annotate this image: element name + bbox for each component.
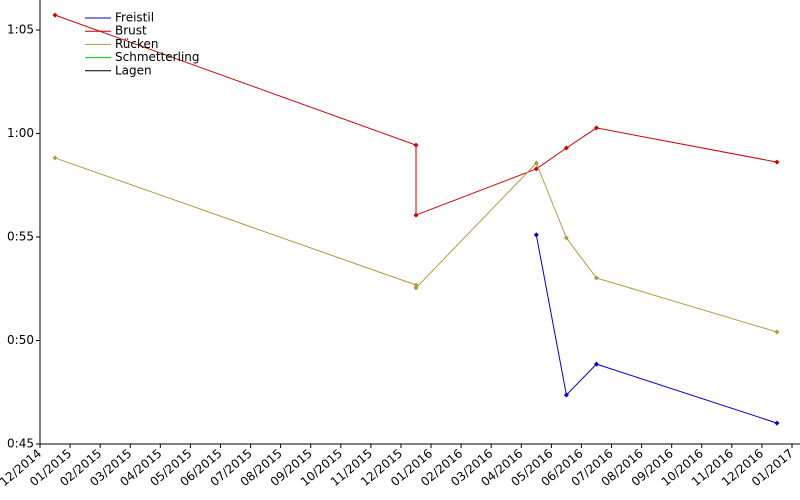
point — [413, 282, 419, 288]
point — [533, 166, 539, 172]
point — [413, 212, 419, 218]
series-line — [54, 14, 778, 216]
legend-label: Schmetterling — [115, 50, 200, 64]
series-line — [535, 234, 778, 424]
y-tick-label: 0:55 — [7, 230, 34, 244]
point — [52, 12, 58, 18]
point — [774, 159, 780, 165]
y-tick-label: 1:05 — [7, 23, 34, 37]
point — [413, 142, 419, 148]
point — [533, 232, 539, 238]
point — [774, 420, 780, 426]
point — [563, 235, 569, 241]
point — [593, 125, 599, 131]
point — [593, 275, 599, 281]
legend-label: Rücken — [115, 37, 159, 51]
point — [563, 145, 569, 151]
y-tick-label: 1:00 — [7, 126, 34, 140]
point — [563, 392, 569, 398]
point — [52, 155, 58, 161]
point — [593, 361, 599, 367]
y-tick-label: 0:50 — [7, 333, 34, 347]
legend-label: Brust — [115, 24, 147, 38]
legend-label: Lagen — [115, 63, 152, 77]
point — [774, 329, 780, 335]
point — [533, 160, 539, 166]
point — [413, 285, 419, 291]
y-tick-label: 0:45 — [7, 437, 34, 451]
legend-label: Freistil — [115, 11, 154, 25]
